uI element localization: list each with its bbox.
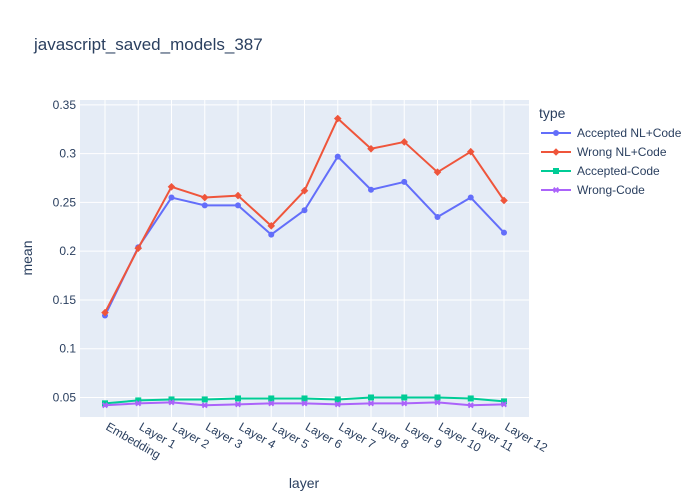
data-point[interactable] bbox=[501, 229, 507, 236]
data-point[interactable] bbox=[268, 395, 275, 402]
data-point[interactable] bbox=[301, 400, 308, 407]
x-tick-label: Layer 5 bbox=[270, 419, 312, 451]
legend-marker[interactable] bbox=[552, 148, 560, 156]
legend-marker[interactable] bbox=[553, 130, 559, 136]
legend-marker[interactable] bbox=[553, 187, 559, 193]
data-point[interactable] bbox=[167, 183, 176, 191]
data-point[interactable] bbox=[268, 400, 275, 407]
data-point[interactable] bbox=[235, 401, 241, 408]
data-point[interactable] bbox=[400, 138, 409, 146]
data-point[interactable] bbox=[368, 400, 374, 407]
series-2 bbox=[102, 394, 507, 407]
grid-lines bbox=[80, 100, 529, 417]
data-point[interactable] bbox=[434, 394, 441, 401]
data-point[interactable] bbox=[368, 186, 374, 193]
data-point[interactable] bbox=[466, 147, 475, 156]
legend-title: type bbox=[539, 105, 566, 121]
y-tick-label: 0.05 bbox=[53, 390, 77, 404]
data-point[interactable] bbox=[201, 402, 208, 409]
data-point[interactable] bbox=[135, 397, 142, 404]
data-point[interactable] bbox=[401, 394, 408, 401]
data-point[interactable] bbox=[501, 398, 507, 405]
legend-item[interactable]: Wrong NL+Code bbox=[541, 145, 667, 159]
y-tick-label: 0.3 bbox=[59, 147, 76, 161]
legend-item[interactable]: Accepted-Code bbox=[541, 164, 660, 178]
y-tick-label: 0.35 bbox=[53, 98, 77, 112]
data-point[interactable] bbox=[367, 144, 375, 153]
data-point[interactable] bbox=[301, 395, 308, 402]
x-tick-label: Layer 3 bbox=[203, 419, 245, 451]
x-tick-label: Layer 6 bbox=[303, 419, 345, 451]
data-point[interactable] bbox=[401, 400, 408, 407]
data-point[interactable] bbox=[101, 308, 109, 317]
data-point[interactable] bbox=[102, 402, 108, 409]
y-tick-label: 0.25 bbox=[53, 195, 77, 209]
data-point[interactable] bbox=[134, 244, 143, 253]
y-tick-label: 0.2 bbox=[59, 244, 76, 258]
legend-label: Wrong NL+Code bbox=[577, 145, 667, 159]
y-tick-label: 0.1 bbox=[59, 342, 76, 356]
data-point[interactable] bbox=[102, 400, 108, 407]
legend[interactable]: Accepted NL+Code Wrong NL+Code Accepted-Co… bbox=[541, 126, 682, 197]
legend-label: Accepted NL+Code bbox=[577, 126, 682, 140]
data-point[interactable] bbox=[234, 191, 242, 200]
legend-label: Wrong-Code bbox=[577, 183, 645, 197]
data-point[interactable] bbox=[267, 222, 276, 230]
y-tick-label: 0.15 bbox=[53, 293, 77, 307]
legend-marker[interactable] bbox=[553, 168, 559, 174]
data-point[interactable] bbox=[300, 186, 309, 195]
y-axis-title: mean bbox=[19, 240, 35, 275]
data-point[interactable] bbox=[200, 193, 209, 202]
x-tick-label: Layer 8 bbox=[370, 419, 412, 451]
data-point[interactable] bbox=[334, 396, 341, 403]
x-tick-label: Layer 9 bbox=[403, 419, 445, 451]
data-point[interactable] bbox=[500, 196, 508, 205]
legend-item[interactable]: Wrong-Code bbox=[541, 183, 645, 197]
data-point[interactable] bbox=[201, 202, 208, 209]
data-point[interactable] bbox=[467, 395, 474, 402]
x-tick-label: Layer 2 bbox=[170, 419, 212, 451]
data-point[interactable] bbox=[334, 153, 341, 160]
data-point[interactable] bbox=[334, 401, 341, 408]
data-point[interactable] bbox=[168, 396, 175, 403]
data-point[interactable] bbox=[467, 194, 474, 201]
data-point[interactable] bbox=[401, 178, 408, 185]
data-point[interactable] bbox=[268, 231, 275, 238]
data-point[interactable] bbox=[235, 395, 241, 402]
data-point[interactable] bbox=[301, 207, 308, 214]
data-point[interactable] bbox=[168, 194, 175, 201]
data-point[interactable] bbox=[135, 400, 142, 407]
series-1 bbox=[101, 114, 508, 317]
data-point[interactable] bbox=[201, 396, 208, 403]
data-point[interactable] bbox=[333, 114, 342, 123]
data-point[interactable] bbox=[368, 394, 374, 401]
series-layer bbox=[101, 114, 508, 409]
chart-title: javascript_saved_models_387 bbox=[33, 35, 263, 54]
y-axis-ticks: 0.05 0.1 0.15 0.2 0.25 0.3 0.35 bbox=[53, 98, 77, 405]
legend-item[interactable]: Accepted NL+Code bbox=[541, 126, 682, 140]
data-point[interactable] bbox=[467, 402, 474, 409]
data-point[interactable] bbox=[433, 168, 442, 176]
legend-label: Accepted-Code bbox=[577, 164, 660, 178]
x-axis-title: layer bbox=[289, 475, 320, 491]
data-point[interactable] bbox=[501, 401, 507, 408]
data-point[interactable] bbox=[235, 202, 241, 209]
data-point[interactable] bbox=[434, 214, 441, 221]
x-tick-label: Layer 7 bbox=[336, 419, 378, 451]
data-point[interactable] bbox=[168, 399, 175, 406]
data-point[interactable] bbox=[434, 399, 441, 406]
x-tick-label: Layer 4 bbox=[237, 419, 279, 451]
series-3 bbox=[102, 399, 507, 409]
